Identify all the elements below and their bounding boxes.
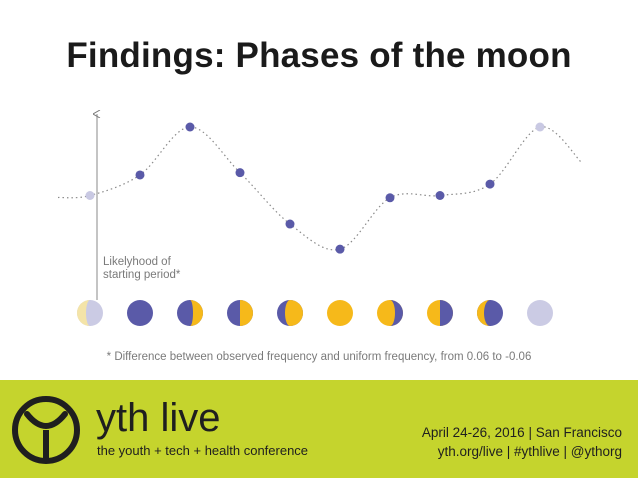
moon-phase-first-quarter-icon <box>177 300 203 326</box>
moon-phase-chart <box>57 0 583 326</box>
trend-line <box>57 126 583 251</box>
moon-phase-third-quarter-icon <box>427 300 453 326</box>
footnote: * Difference between observed frequency … <box>106 351 532 363</box>
event-links: yth.org/live | #ythlive | @ythorg <box>437 444 622 459</box>
moon-phase-waning-crescent-icon <box>477 300 503 326</box>
moon-phase-new-moon-icon <box>527 300 553 326</box>
slide-title: Findings: Phases of the moon <box>66 36 572 75</box>
data-point-6 <box>335 244 345 254</box>
data-point-1 <box>85 191 95 200</box>
data-point-5 <box>285 219 295 229</box>
moon-phase-full-moon-icon <box>327 300 353 326</box>
event-dates-location: April 24-26, 2016 | San Francisco <box>421 425 622 440</box>
data-point-4 <box>235 168 245 178</box>
conference-footer: yth live the youth + tech + health confe… <box>0 380 638 478</box>
yth-logo-icon <box>12 396 80 464</box>
data-point-10 <box>535 122 545 132</box>
moon-phase-new-moon-icon <box>77 300 103 326</box>
brand-name: yth live <box>96 396 221 440</box>
moon-phase-waxing-crescent-icon <box>127 300 153 326</box>
data-point-8 <box>435 191 445 200</box>
data-point-2 <box>135 170 145 180</box>
moon-phase-waning-gibbous-icon <box>377 300 403 326</box>
event-info: April 24-26, 2016 | San Francisco yth.or… <box>422 423 622 461</box>
moon-phase-waxing-gibbous-late-icon <box>277 300 303 326</box>
moon-phase-waxing-gibbous-early-icon <box>227 300 253 326</box>
y-axis-label: Likelyhood of starting period* <box>103 256 181 281</box>
data-point-3 <box>185 122 195 132</box>
brand-tagline: the youth + tech + health conference <box>97 443 309 458</box>
data-point-7 <box>385 193 395 203</box>
data-point-9 <box>485 179 495 189</box>
